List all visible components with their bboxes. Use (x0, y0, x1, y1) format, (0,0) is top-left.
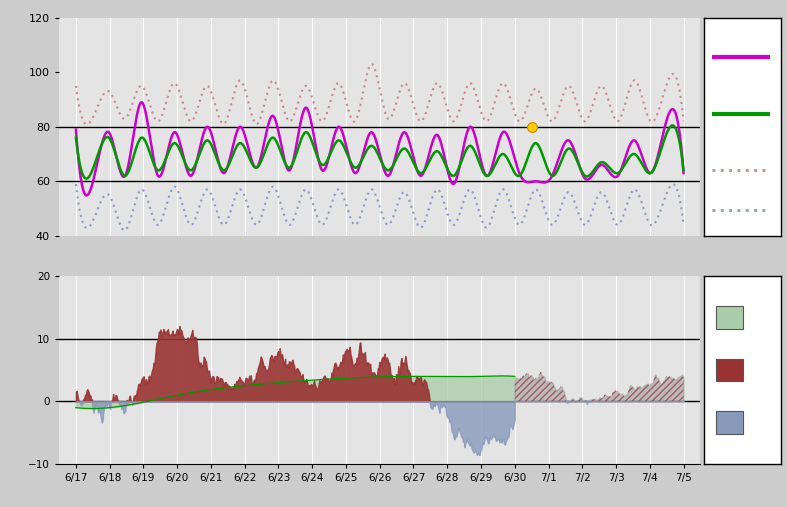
Point (526, 123, 538, 131)
Bar (716, 359, 743, 381)
Bar (716, 411, 743, 434)
Bar (716, 306, 743, 329)
